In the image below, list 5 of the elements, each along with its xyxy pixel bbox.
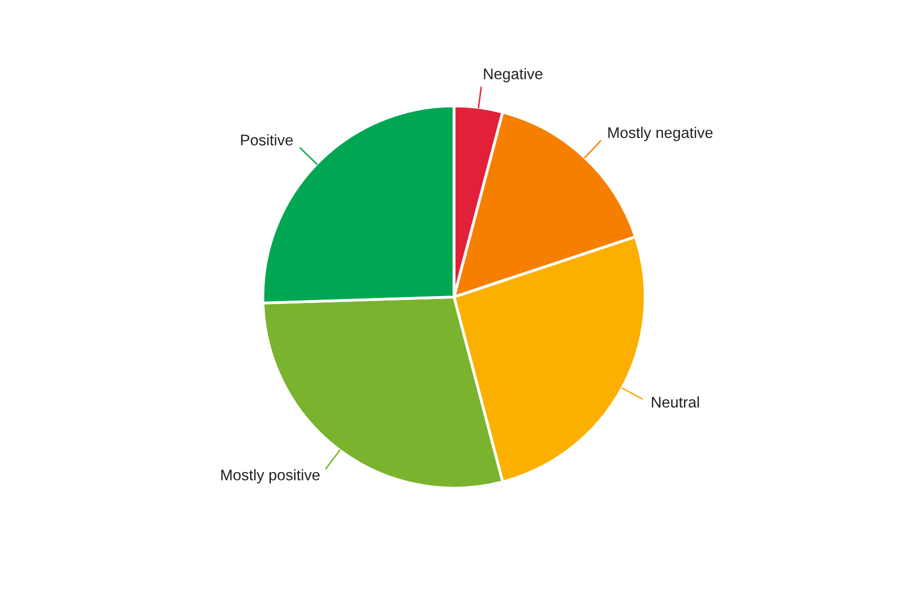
- slice-label: Negative: [484, 68, 542, 82]
- slice-label: Mostly negative: [608, 126, 713, 142]
- slice-label: Neutral: [652, 396, 699, 408]
- slice-label: Mostly positive: [221, 469, 320, 484]
- slice-label: Positive: [241, 134, 293, 146]
